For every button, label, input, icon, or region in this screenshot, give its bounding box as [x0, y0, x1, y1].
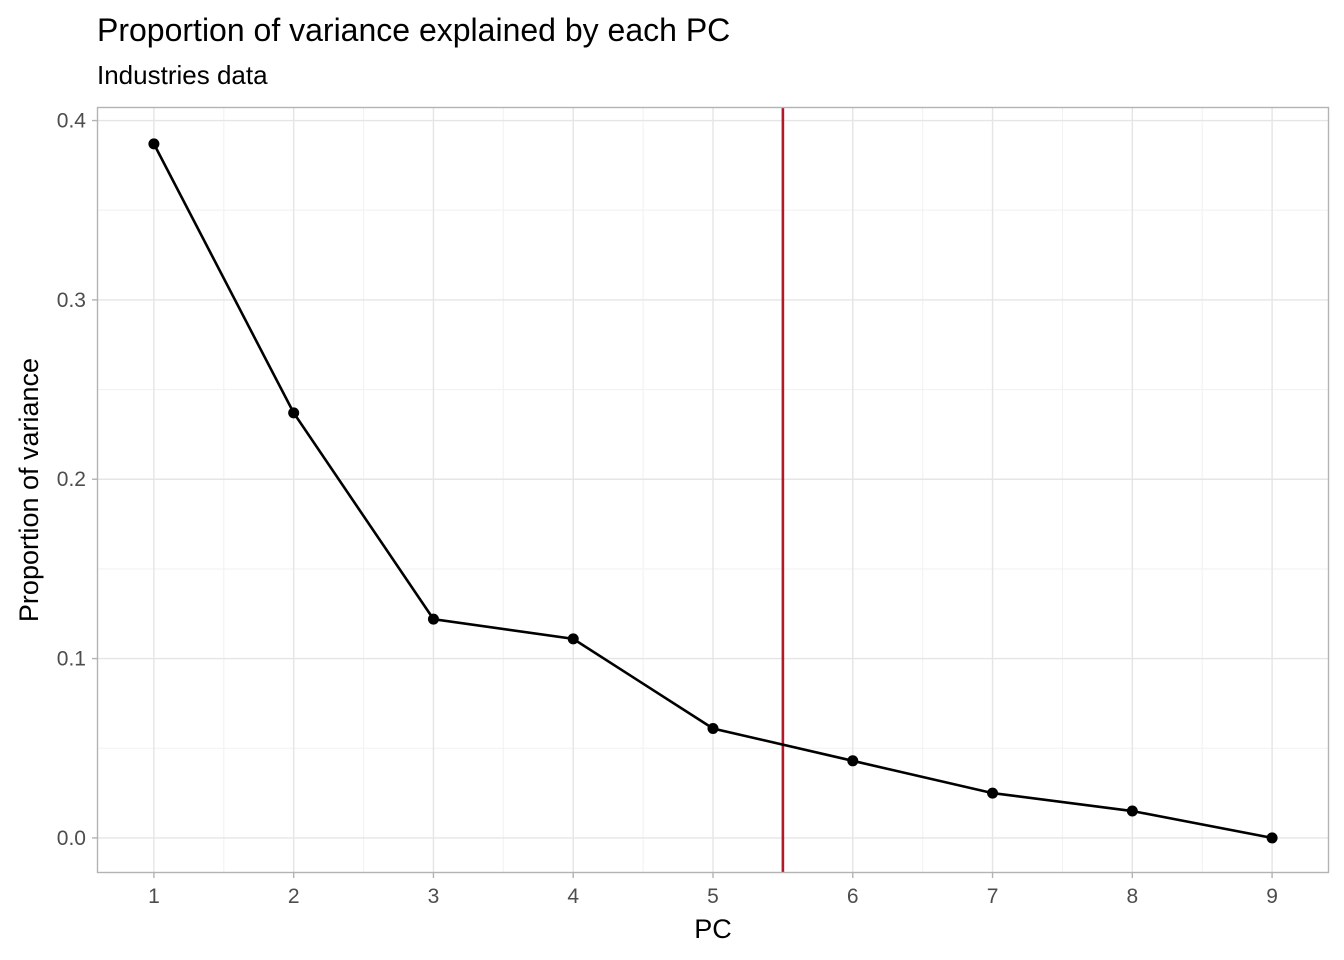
y-tick-label: 0.4 [57, 110, 87, 133]
y-axis-title: Proportion of variance [14, 358, 44, 622]
data-point [148, 138, 160, 150]
data-point [427, 613, 439, 625]
data-point [1266, 832, 1278, 844]
x-tick-label: 2 [288, 885, 300, 908]
y-tick-label: 0.1 [57, 648, 86, 671]
data-point [987, 787, 999, 799]
y-tick-label: 0.0 [57, 827, 86, 850]
chart-title: Proportion of variance explained by each… [97, 12, 730, 48]
x-tick-label: 7 [987, 885, 999, 908]
x-axis-title: PC [694, 914, 732, 944]
x-tick-label: 9 [1266, 885, 1278, 908]
data-point [847, 755, 859, 767]
x-tick-label: 5 [707, 885, 719, 908]
data-point [288, 407, 300, 419]
y-tick-label: 0.2 [57, 468, 86, 491]
x-tick-label: 8 [1126, 885, 1138, 908]
x-tick-label: 4 [567, 885, 579, 908]
data-point [567, 633, 579, 645]
y-tick-label: 0.3 [57, 289, 86, 312]
x-tick-label: 3 [428, 885, 440, 908]
chart-subtitle: Industries data [97, 60, 268, 90]
axis-ticks: 1 2 3 4 5 6 7 8 9 0.0 0.1 0.2 0.3 0.4 [57, 110, 1278, 908]
series-layer [148, 138, 1278, 844]
data-point [1126, 805, 1138, 817]
data-point [707, 723, 719, 735]
grid [98, 108, 1328, 872]
x-tick-label: 1 [148, 885, 160, 908]
x-tick-label: 6 [847, 885, 859, 908]
